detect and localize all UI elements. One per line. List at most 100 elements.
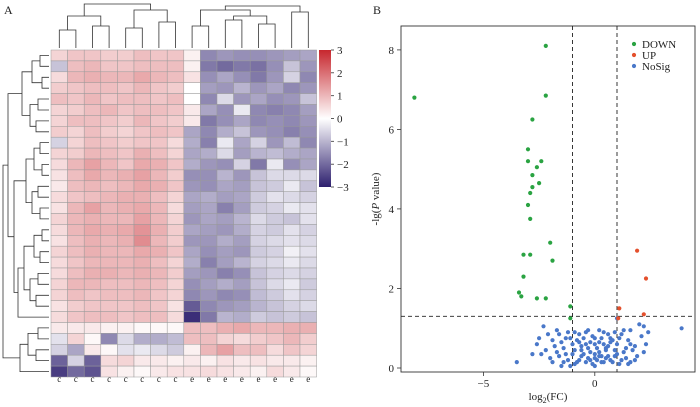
heatmap-cell <box>83 147 102 160</box>
heatmap-cell <box>216 278 234 291</box>
heatmap-cell <box>233 311 251 323</box>
heatmap-cell <box>183 104 201 116</box>
heatmap-cell <box>100 93 118 105</box>
point-down <box>543 296 548 301</box>
heatmap-cell <box>200 49 218 62</box>
heatmap-column-label: e <box>257 374 261 384</box>
heatmap-cell <box>200 267 218 280</box>
point-nosig <box>621 350 626 355</box>
heatmap-cell <box>283 71 301 83</box>
dendrogram-link <box>19 343 49 372</box>
dendrogram-link <box>35 294 49 307</box>
colorbar-tick-label: 0 <box>337 114 343 126</box>
point-nosig <box>601 342 606 347</box>
legend-label-down: DOWN <box>642 39 676 51</box>
heatmap-row-dendrogram <box>2 55 49 372</box>
heatmap-cell <box>67 126 85 138</box>
heatmap-cell <box>200 300 218 312</box>
heatmap-cell <box>249 169 268 182</box>
point-nosig <box>606 344 611 349</box>
heatmap-cell <box>200 104 218 116</box>
heatmap-cell <box>133 71 151 83</box>
point-nosig <box>612 348 617 353</box>
heatmap-cell <box>67 82 85 94</box>
heatmap-cell <box>133 202 151 214</box>
heatmap-cell <box>249 202 268 214</box>
heatmap-cell <box>50 256 68 269</box>
heatmap-column-label: c <box>174 374 178 384</box>
heatmap-cell <box>100 224 118 236</box>
heatmap-cell <box>200 289 218 301</box>
heatmap-cell <box>83 82 102 94</box>
heatmap-cell <box>233 158 251 171</box>
heatmap-cell <box>266 354 284 367</box>
heatmap-cell <box>266 300 284 312</box>
heatmap-cell <box>283 256 301 269</box>
heatmap-cell <box>183 333 201 345</box>
point-down <box>521 274 526 279</box>
heatmap-cell <box>283 213 301 225</box>
heatmap-cell <box>233 278 251 291</box>
heatmap-cell <box>150 115 168 127</box>
point-nosig <box>554 328 560 333</box>
heatmap-cell <box>150 60 168 73</box>
heatmap-cell <box>67 115 85 127</box>
heatmap-cell <box>266 158 284 171</box>
heatmap-cell <box>299 169 317 182</box>
volcano-plot-frame <box>400 25 696 373</box>
heatmap-cell <box>67 136 85 149</box>
heatmap-cell <box>150 344 168 356</box>
legend-label-nosig: NoSig <box>642 61 671 73</box>
heatmap-cell <box>117 224 135 236</box>
heatmap-cell <box>299 82 317 94</box>
heatmap-cell <box>249 115 268 127</box>
heatmap-cell <box>133 169 151 182</box>
heatmap-cell <box>83 115 102 127</box>
heatmap-cell <box>183 136 201 149</box>
heatmap-cell <box>216 93 234 105</box>
point-nosig <box>601 330 606 335</box>
heatmap-cell <box>283 278 301 291</box>
heatmap-cell <box>117 322 135 334</box>
point-nosig <box>641 350 646 355</box>
heatmap-cell <box>67 245 85 258</box>
panel-a-label: A <box>4 3 13 17</box>
heatmap-cell <box>50 333 68 345</box>
heatmap-cell <box>50 344 68 356</box>
heatmap-cell <box>233 93 251 105</box>
heatmap-cell <box>133 60 151 73</box>
heatmap-column-label: c <box>91 374 95 384</box>
heatmap-cell <box>216 267 234 280</box>
heatmap-cell <box>50 104 68 116</box>
heatmap-cell <box>83 245 102 258</box>
heatmap-cell <box>50 136 68 149</box>
heatmap-cell <box>249 322 268 334</box>
point-nosig <box>568 336 573 341</box>
heatmap-cell <box>83 300 102 312</box>
point-nosig <box>603 356 609 361</box>
dendrogram-link <box>37 185 49 198</box>
heatmap-cell <box>83 180 102 192</box>
heatmap-cell <box>133 267 151 280</box>
heatmap-cell <box>249 311 268 323</box>
point-nosig <box>574 360 580 365</box>
heatmap-cell <box>233 202 251 214</box>
heatmap-cell <box>200 213 218 225</box>
volcano-axes: −5 0 0 2 4 6 8 <box>389 45 599 390</box>
heatmap-column-label: e <box>190 374 194 384</box>
heatmap-cell <box>249 278 268 291</box>
point-down <box>519 294 524 299</box>
heatmap-cell <box>67 93 85 105</box>
heatmap-cell <box>283 169 301 182</box>
heatmap-cell <box>100 235 118 247</box>
heatmap-cell <box>117 93 135 105</box>
heatmap-cell <box>200 354 218 367</box>
heatmap-cell <box>50 213 68 225</box>
point-down <box>537 181 542 186</box>
point-nosig <box>586 346 591 351</box>
heatmap-cell <box>150 104 168 116</box>
heatmap-cell <box>133 235 151 247</box>
heatmap-cell <box>83 278 102 291</box>
heatmap-cell <box>266 191 284 203</box>
heatmap-cell <box>249 136 268 149</box>
